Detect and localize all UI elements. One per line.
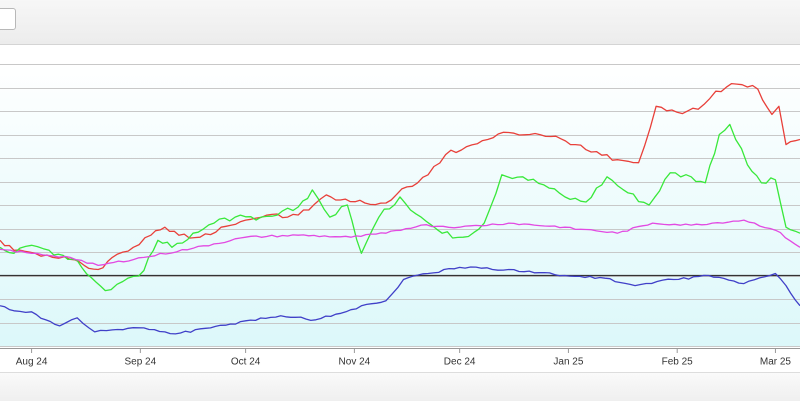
x-tick-label: Feb 25 (662, 356, 694, 367)
x-tick-label: Mar 25 (760, 356, 792, 367)
x-tick-label: Nov 24 (339, 356, 371, 367)
chart-toolbar (0, 0, 800, 45)
x-tick-label: Dec 24 (444, 356, 476, 367)
series-line-blue (0, 266, 800, 335)
x-tick-label: Sep 24 (124, 356, 156, 367)
x-tick-label: Jan 25 (553, 356, 583, 367)
chart-footer (0, 372, 800, 401)
series-line-magenta (0, 219, 800, 267)
series-line-green (0, 123, 800, 292)
series-line-red (0, 82, 800, 271)
x-tick-label: Aug 24 (16, 356, 48, 367)
x-tick-label: Oct 24 (231, 356, 261, 367)
toolbar-handle[interactable] (0, 8, 16, 30)
